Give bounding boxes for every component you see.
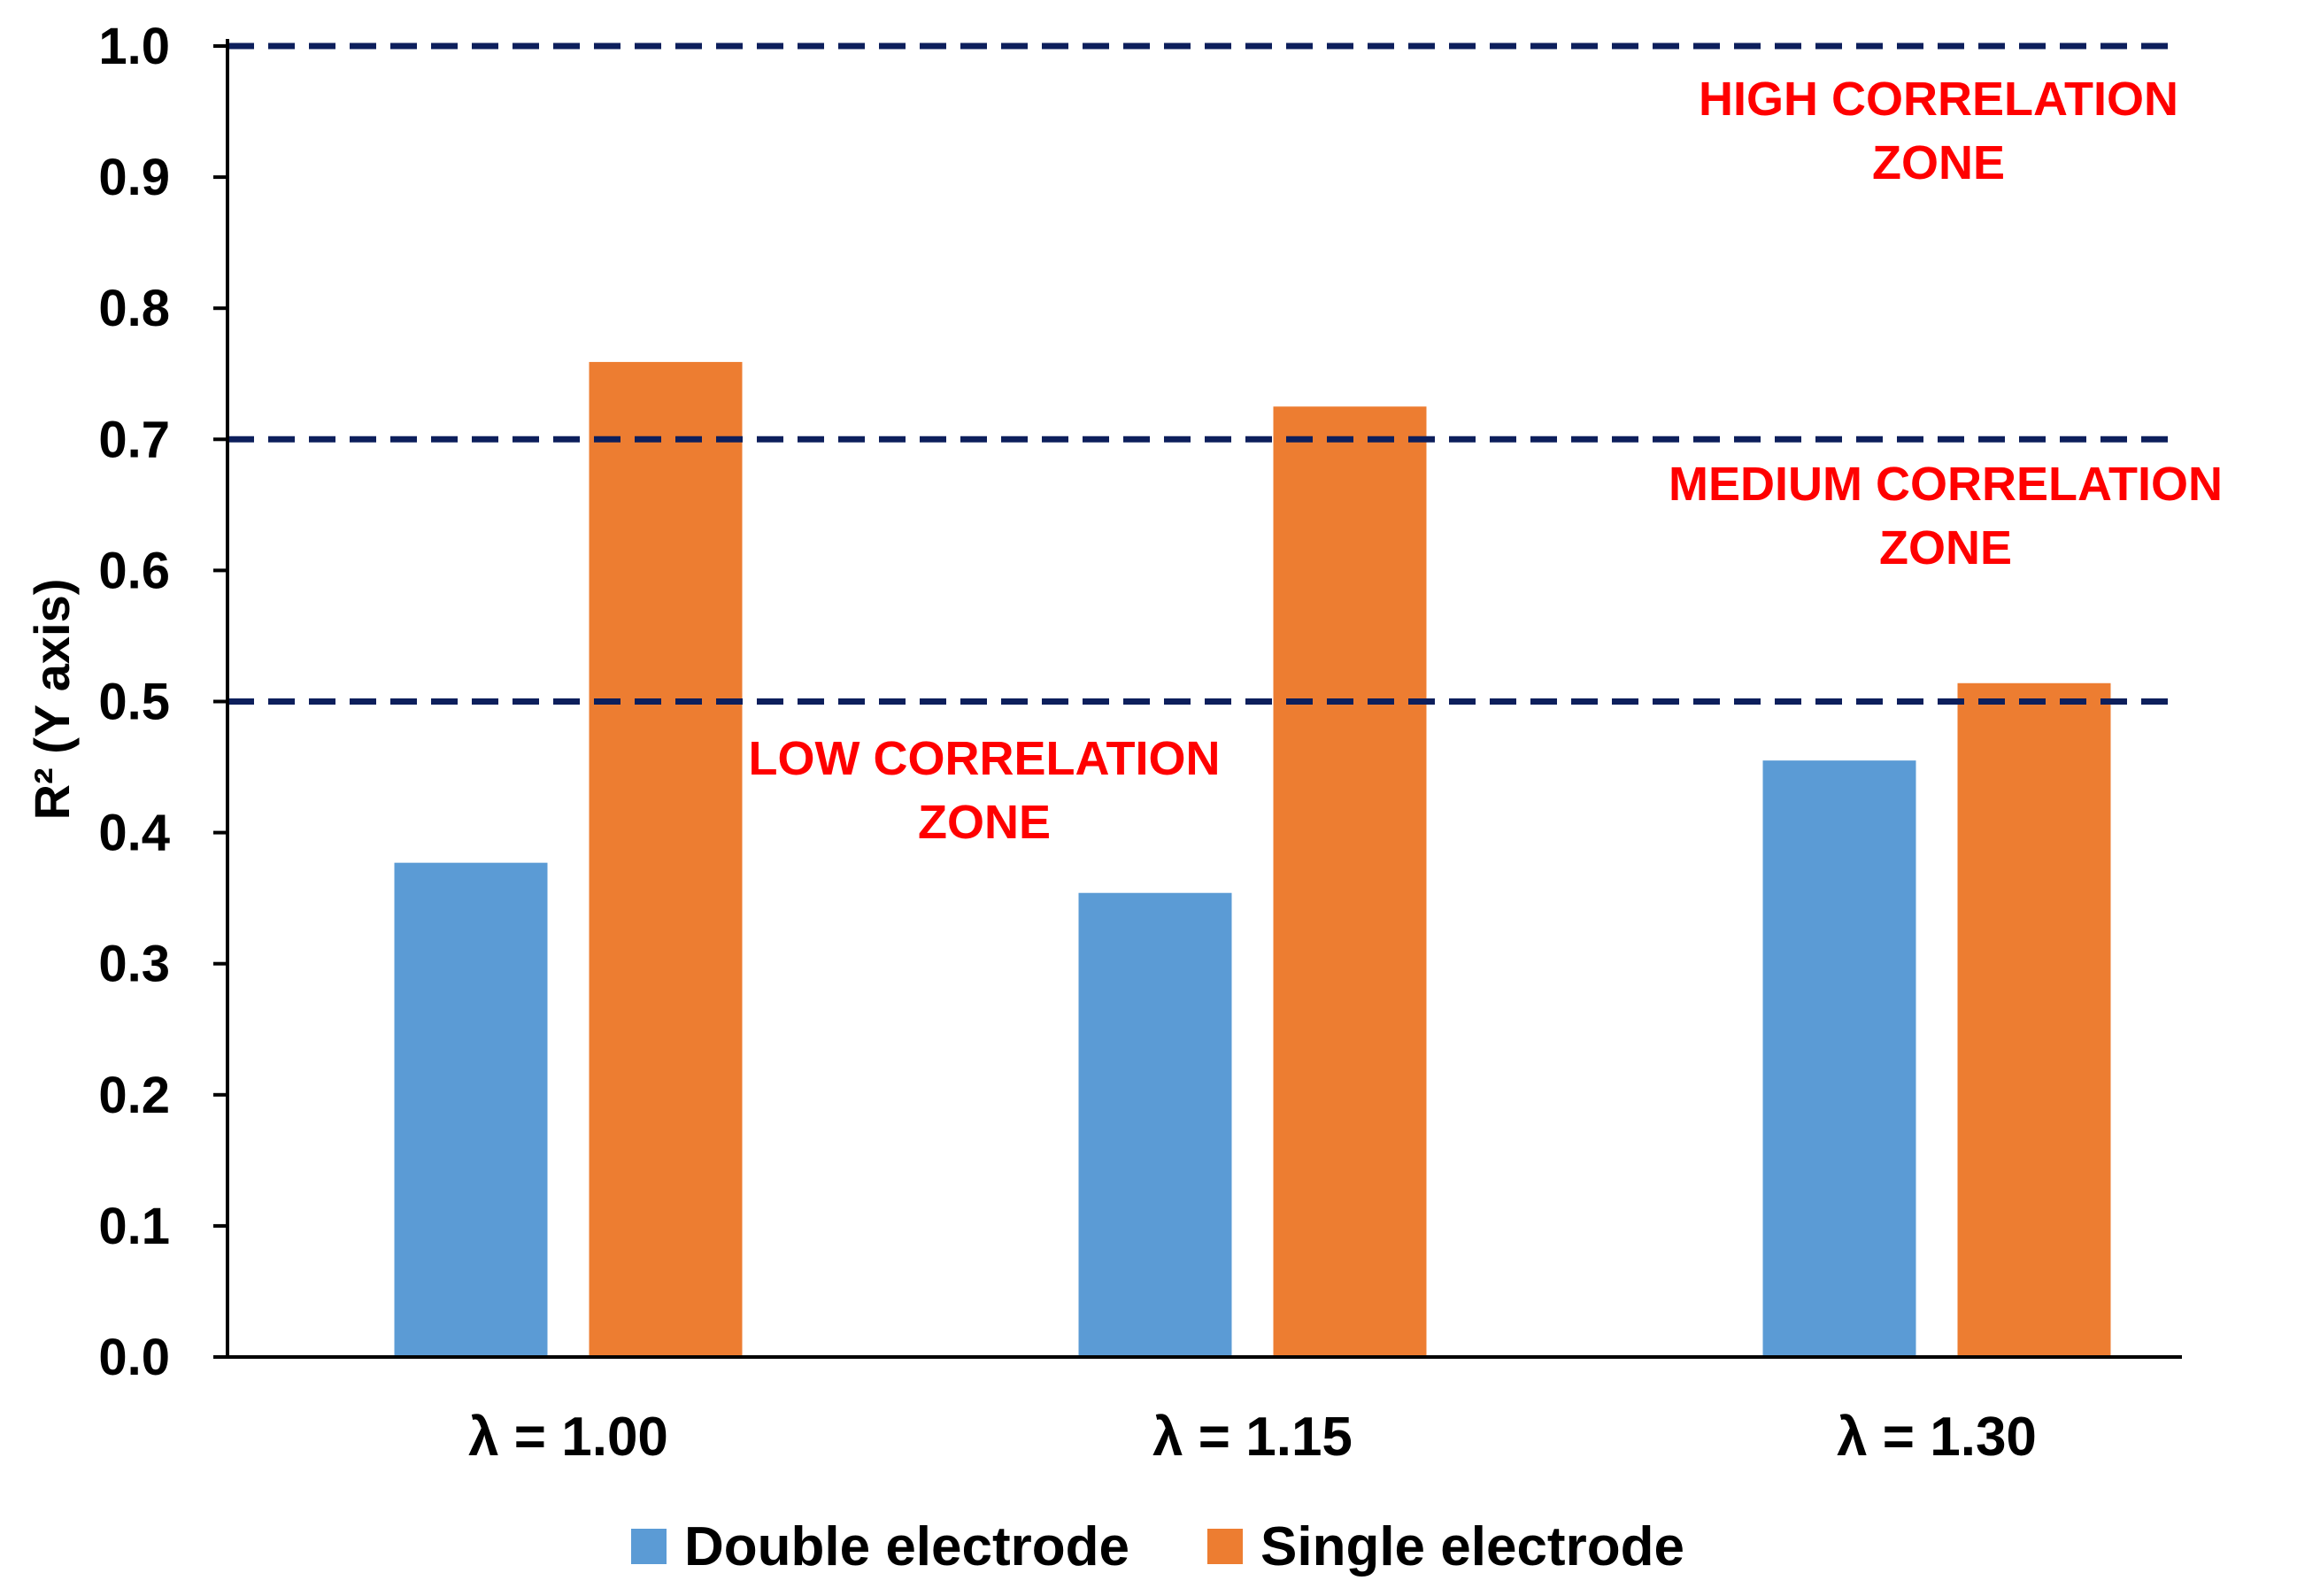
bar-single-0 <box>589 361 743 1357</box>
y-tick-label: 0.4 <box>98 805 170 862</box>
y-tick-label: 0.7 <box>98 411 170 468</box>
zone-annotation-line: ZONE <box>1872 136 2005 189</box>
bar-single-2 <box>1957 682 2111 1357</box>
bar-double-0 <box>394 862 548 1357</box>
x-category-label: λ = 1.30 <box>1837 1407 2037 1468</box>
legend-swatch-double <box>631 1529 667 1564</box>
zone-annotation-line: MEDIUM CORRELATION <box>1669 458 2223 511</box>
y-tick-label: 0.3 <box>98 936 170 993</box>
y-axis-title: R² (Y axis) <box>24 579 80 821</box>
y-tick-label: 0.8 <box>98 280 170 337</box>
y-tick-label: 0.9 <box>98 149 170 206</box>
annotations-layer: HIGH CORRELATION ZONE MEDIUM CORRELATION ZO… <box>749 73 2223 849</box>
labels-layer: 0.0 0.1 0.2 0.3 0.4 0.5 0.6 0.7 0.8 0.9 1.0 λ = 1.0… <box>24 18 2037 1468</box>
bar-single-1 <box>1273 406 1427 1357</box>
zone-annotation-line: ZONE <box>918 796 1051 849</box>
bars-layer <box>394 361 2111 1357</box>
y-tick-label: 0.6 <box>98 542 170 599</box>
y-tick-label: 0.5 <box>98 674 170 731</box>
y-tick-label: 0.2 <box>98 1067 170 1124</box>
legend-label-double: Double electrode <box>684 1516 1129 1577</box>
bar-double-1 <box>1078 892 1232 1357</box>
zone-annotation-line: ZONE <box>1879 521 2012 574</box>
x-category-label: λ = 1.15 <box>1152 1407 1353 1468</box>
bar-double-2 <box>1762 760 1916 1357</box>
legend-label-single: Single electrode <box>1260 1516 1684 1577</box>
legend: Double electrode Single electrode <box>631 1516 1684 1577</box>
y-tick-label: 0.1 <box>98 1198 170 1255</box>
reference-lines-layer <box>227 42 2182 705</box>
x-category-label: λ = 1.00 <box>468 1407 668 1468</box>
axes-layer <box>213 39 2182 1359</box>
legend-swatch-single <box>1207 1529 1243 1564</box>
zone-annotation-line: LOW CORRELATION <box>749 732 1221 785</box>
y-tick-label: 0.0 <box>98 1329 170 1386</box>
y-tick-label: 1.0 <box>98 18 170 75</box>
zone-annotation-line: HIGH CORRELATION <box>1699 73 2178 126</box>
